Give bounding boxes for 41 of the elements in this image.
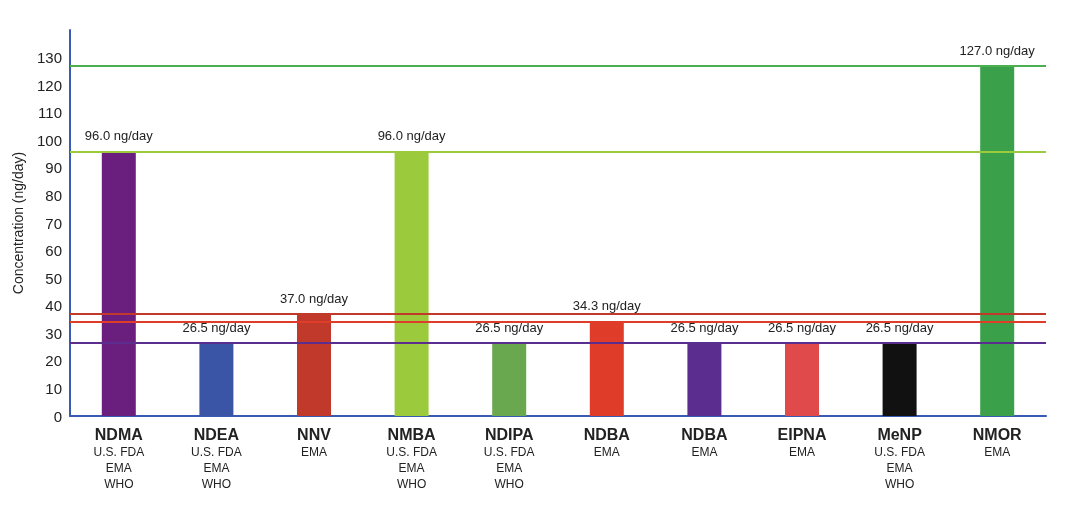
- data-label: 96.0 ng/day: [84, 128, 154, 144]
- y-tick-label: 10: [45, 379, 62, 397]
- x-tick-label: NDBA EMA: [583, 425, 631, 459]
- bar: [980, 65, 1015, 416]
- x-tick-label: NDIPA U.S. FDA EMA WHO: [483, 425, 535, 491]
- data-label: 37.0 ng/day: [280, 290, 349, 306]
- data-label: 96.0 ng/day: [377, 128, 447, 144]
- data-label: 26.5 ng/day: [768, 319, 837, 335]
- y-tick-label: 70: [45, 214, 62, 232]
- x-tick-label: NDBA EMA: [681, 425, 728, 459]
- bar: [882, 342, 917, 416]
- y-tick-label: 110: [38, 104, 62, 122]
- x-tick-label: NMBA U.S. FDA EMA WHO: [386, 425, 437, 491]
- y-tick-label: 90: [45, 159, 62, 177]
- data-label: 127.0 ng/day: [959, 42, 1036, 58]
- y-tick-label: 30: [45, 324, 62, 342]
- bar: [199, 342, 234, 416]
- y-axis-title: Concentration (ng/day): [10, 151, 26, 295]
- y-tick-label: 20: [45, 352, 62, 370]
- y-tick-label: 120: [36, 76, 62, 94]
- data-label: 26.5 ng/day: [475, 319, 544, 335]
- data-label: 34.3 ng/day: [572, 298, 642, 314]
- data-label: 26.5 ng/day: [182, 319, 251, 335]
- bar: [492, 342, 527, 416]
- y-tick-label: 100: [36, 131, 62, 149]
- y-tick-label: 0: [53, 407, 62, 425]
- x-tick-label: EIPNA EMA: [777, 425, 827, 459]
- x-tick-label: NDMA U.S. FDA EMA WHO: [93, 425, 145, 491]
- x-tick-label: NMOR EMA: [972, 425, 1023, 459]
- y-tick-label: 60: [45, 242, 62, 260]
- x-tick-label: MeNP U.S. FDA EMA WHO: [874, 425, 925, 491]
- x-tick-label: NNV EMA: [297, 425, 332, 459]
- data-label: 26.5 ng/day: [865, 319, 935, 335]
- bar: [101, 151, 136, 416]
- y-tick-label: 80: [45, 186, 62, 204]
- data-label: 26.5 ng/day: [670, 319, 739, 335]
- bar: [785, 342, 819, 416]
- y-tick-label: 40: [45, 297, 62, 315]
- y-tick-label: 130: [36, 49, 62, 67]
- y-tick-label: 50: [45, 269, 62, 287]
- x-tick-label: NDEA U.S. FDA EMA WHO: [191, 425, 242, 491]
